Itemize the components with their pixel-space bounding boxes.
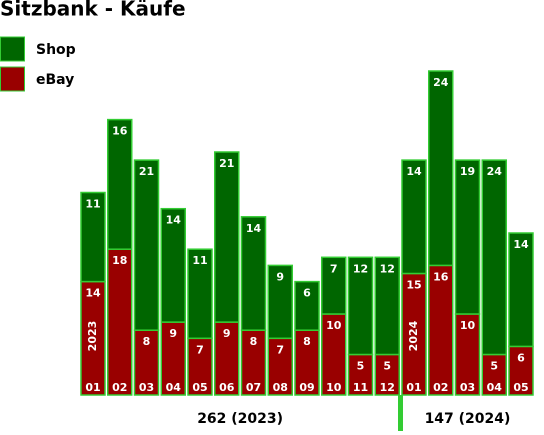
value-label: 12 [380,262,395,275]
month-label: 02 [112,381,127,394]
legend-swatch [0,66,25,92]
bar-segment [347,353,374,396]
legend-swatch [0,36,25,62]
bar-segment [481,159,507,356]
group-summary: 147 (2024) [425,411,511,427]
bar-segment [401,159,427,275]
month-label: 07 [246,381,261,394]
month-label: 09 [299,381,314,394]
value-label: 18 [112,254,127,267]
bar-segment [508,232,534,348]
value-label: 11 [192,254,207,267]
value-label: 21 [219,157,234,170]
month-label: 04 [166,381,182,394]
value-label: 6 [303,287,311,300]
value-label: 9 [276,270,284,283]
month-label: 08 [273,381,288,394]
value-label: 7 [196,343,204,356]
bar-segment [374,256,400,356]
bar-segment [321,256,347,315]
value-label: 24 [433,76,449,89]
value-label: 21 [139,165,154,178]
bar-segment [80,191,106,283]
month-label: 02 [433,381,448,394]
value-label: 5 [357,360,365,373]
bar-segment [428,264,454,396]
bar-segment [321,313,347,396]
bar-segment [187,248,213,340]
value-label: 5 [383,360,391,373]
bar-segment [481,353,507,396]
value-label: 15 [406,279,421,292]
value-label: 6 [517,351,525,364]
bar-segment [240,216,267,331]
month-label: 05 [513,381,528,394]
legend-label: Shop [36,42,76,58]
value-label: 7 [330,262,338,275]
value-label: 5 [490,360,498,373]
bar-segment [80,280,106,396]
month-label: 03 [139,381,154,394]
month-label: 03 [460,381,475,394]
bar-segment [267,337,293,396]
bar-segment [187,337,213,396]
bar-segment [294,280,320,331]
bar-segment [454,159,481,315]
bar-segment [428,70,454,267]
bar-segment [294,329,320,396]
value-label: 14 [85,287,101,300]
bar-segment [214,321,240,396]
value-label: 19 [460,165,475,178]
bar-segment [240,329,267,396]
bar-segment [107,248,133,396]
value-label: 8 [303,335,311,348]
month-label: 01 [85,381,100,394]
value-label: 10 [326,319,342,332]
month-label: 11 [353,381,368,394]
bar-segment [267,264,293,340]
value-label: 14 [166,214,182,227]
chart-title: Sitzbank - Käufe [0,0,186,21]
value-label: 8 [250,335,258,348]
value-label: 16 [112,125,128,138]
year-label: 2024 [407,320,420,351]
value-label: 9 [223,327,231,340]
group-summary: 262 (2023) [197,411,283,427]
bar-segment [214,151,240,323]
value-label: 11 [85,198,100,211]
month-label: 10 [326,381,342,394]
value-label: 24 [487,165,503,178]
value-label: 14 [513,238,529,251]
month-label: 06 [219,381,235,394]
month-label: 04 [487,381,503,394]
month-label: 12 [380,381,395,394]
bar-segment [508,345,534,396]
value-label: 10 [460,319,476,332]
month-label: 01 [406,381,421,394]
value-label: 14 [406,165,422,178]
value-label: 8 [143,335,151,348]
legend-label: eBay [36,72,74,88]
value-label: 7 [276,343,284,356]
value-label: 16 [433,270,449,283]
bar-segment [133,159,160,331]
value-label: 12 [353,262,368,275]
bar-segment [347,256,374,356]
bar-segment [160,321,186,396]
month-label: 05 [192,381,207,394]
year-label: 2023 [86,321,99,352]
value-label: 14 [246,222,262,235]
bar-segment [107,118,133,250]
bar-segment [160,207,186,323]
value-label: 9 [169,327,177,340]
